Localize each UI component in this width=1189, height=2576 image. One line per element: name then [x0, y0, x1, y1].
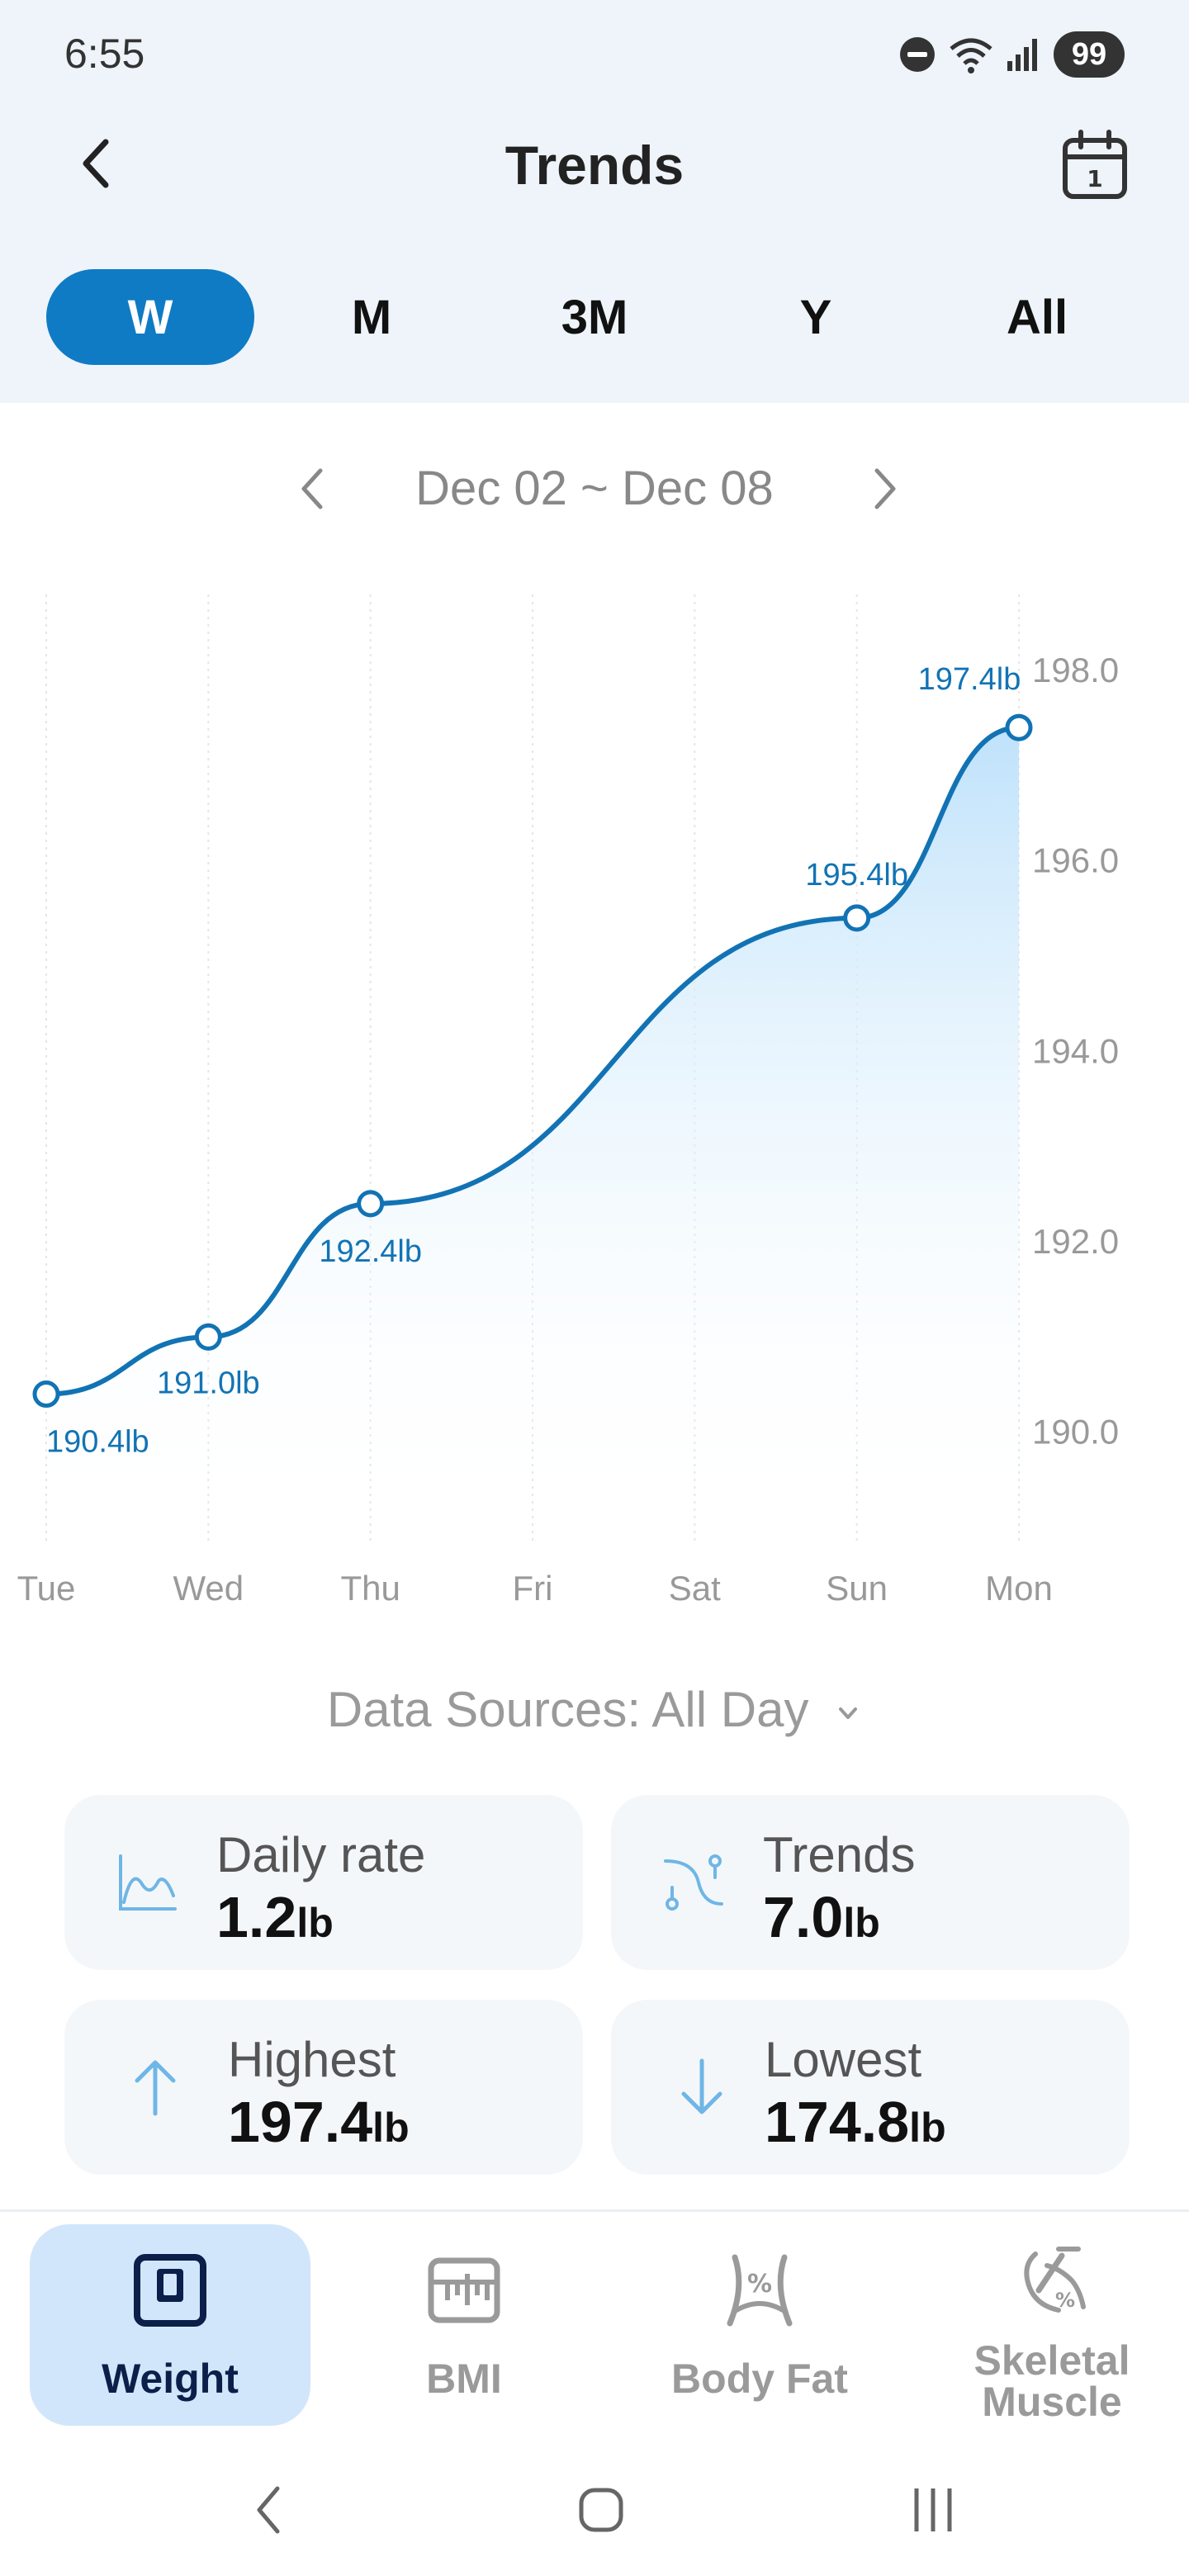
- status-bar: 6:55 99: [0, 0, 1189, 107]
- data-label-sun: 195.4lb: [805, 858, 908, 893]
- data-point-tue[interactable]: [32, 1380, 60, 1409]
- data-label-mon: 197.4lb: [918, 662, 1021, 697]
- highest-label: Highest: [228, 2032, 396, 2087]
- data-label-tue: 190.4lb: [46, 1425, 149, 1460]
- rate-chart-icon: [119, 1854, 177, 1911]
- x-tick-label-wed: Wed: [173, 1569, 244, 1608]
- y-tick-label: 190.0: [1032, 1413, 1119, 1451]
- page-title: Trends: [504, 135, 685, 196]
- x-tick-label-fri: Fri: [513, 1569, 553, 1608]
- trend-curve-icon: [664, 1854, 723, 1911]
- lowest-label: Lowest: [765, 2032, 922, 2087]
- data-sources-label: Data Sources: All Day: [326, 1682, 809, 1737]
- weight-trend-chart: 190.4lb 191.0lb 192.4lb 195.4lb 197.4lb 190.…: [0, 570, 1189, 1627]
- x-tick-label-mon: Mon: [985, 1569, 1053, 1608]
- next-week-button[interactable]: [850, 456, 917, 522]
- system-recents-button[interactable]: [892, 2469, 974, 2551]
- date-range-selector: Dec 02 ~ Dec 08: [0, 456, 1189, 522]
- daily-rate-card: Daily rate 1.2lb: [64, 1795, 583, 1970]
- tab-3-months[interactable]: 3M: [561, 290, 628, 344]
- nav-item-bmi[interactable]: BMI: [324, 2224, 604, 2426]
- dnd-icon: [900, 37, 935, 72]
- bottom-nav-divider: [0, 2209, 1189, 2212]
- nav-label-body-fat: Body Fat: [671, 2356, 848, 2402]
- muscle-icon: %: [1024, 2247, 1086, 2313]
- period-tabs: W M 3M Y All: [46, 269, 1141, 365]
- y-tick-label: 198.0: [1032, 651, 1119, 689]
- tab-year[interactable]: Y: [799, 290, 832, 344]
- tab-month[interactable]: M: [351, 290, 392, 344]
- highest-value: 197.4lb: [228, 2090, 410, 2154]
- x-tick-label-tue: Tue: [17, 1569, 76, 1608]
- calendar-button[interactable]: 1: [1054, 124, 1136, 206]
- back-button[interactable]: [66, 130, 132, 197]
- lowest-card: Lowest 174.8lb: [611, 2000, 1130, 2175]
- bottom-nav: Weight BMI % Body Fat % Skelet: [0, 2221, 1189, 2436]
- status-time: 6:55: [64, 31, 145, 77]
- x-tick-label-sun: Sun: [826, 1569, 888, 1608]
- trends-value: 7.0lb: [763, 1885, 880, 1949]
- tab-all[interactable]: All: [1006, 290, 1068, 344]
- data-point-mon[interactable]: [1005, 713, 1033, 741]
- highest-card: Highest 197.4lb: [64, 2000, 583, 2175]
- calendar-icon: 1: [1063, 130, 1127, 199]
- nav-item-body-fat[interactable]: % Body Fat: [619, 2224, 900, 2426]
- tab-week[interactable]: W: [46, 269, 254, 365]
- previous-week-button[interactable]: [281, 456, 347, 522]
- nav-item-skeletal-muscle[interactable]: % Skeletal Muscle: [912, 2224, 1189, 2426]
- trends-label: Trends: [763, 1827, 916, 1882]
- lowest-value: 174.8lb: [765, 2090, 946, 2154]
- y-tick-label: 194.0: [1032, 1031, 1119, 1070]
- nav-label-weight: Weight: [102, 2356, 239, 2402]
- chart-series-line: [45, 725, 1020, 1397]
- calendar-day: 1: [1087, 165, 1102, 192]
- wifi-icon: [950, 38, 992, 73]
- svg-text:%: %: [747, 2270, 772, 2299]
- system-home-button[interactable]: [560, 2469, 642, 2551]
- arrow-down-icon: [681, 2058, 722, 2114]
- data-point-thu[interactable]: [357, 1190, 385, 1218]
- chart-x-ticks: Tue Wed Thu Fri Sat Sun Mon: [17, 1569, 1053, 1608]
- y-tick-label: 192.0: [1032, 1222, 1119, 1261]
- chevron-down-icon: [839, 1707, 858, 1720]
- x-tick-label-thu: Thu: [340, 1569, 400, 1608]
- daily-rate-value: 1.2lb: [216, 1885, 334, 1949]
- system-navigation-bar: [0, 2469, 1189, 2551]
- body-fat-icon: %: [727, 2254, 793, 2327]
- date-range-label: Dec 02 ~ Dec 08: [415, 462, 774, 515]
- nav-item-weight[interactable]: Weight: [30, 2224, 310, 2426]
- daily-rate-label: Daily rate: [216, 1827, 426, 1882]
- header: Trends 1: [0, 107, 1189, 223]
- nav-label-bmi: BMI: [426, 2356, 502, 2402]
- data-sources-dropdown[interactable]: Data Sources: All Day: [0, 1681, 1189, 1738]
- trends-card: Trends 7.0lb: [611, 1795, 1130, 1970]
- data-label-thu: 192.4lb: [319, 1234, 422, 1269]
- bmi-icon: [428, 2257, 500, 2323]
- nav-label-skeletal-muscle: Skeletal Muscle: [973, 2337, 1130, 2425]
- system-back-button[interactable]: [230, 2469, 312, 2551]
- signal-icon: [1007, 39, 1037, 71]
- svg-text:%: %: [1055, 2289, 1075, 2312]
- chart-area-fill: [46, 727, 1019, 1536]
- chart-points: [32, 713, 1033, 1409]
- data-point-wed[interactable]: [194, 1323, 222, 1351]
- chart-y-ticks: 190.0 192.0 194.0 196.0 198.0: [1032, 651, 1119, 1451]
- x-tick-label-sat: Sat: [669, 1569, 721, 1608]
- battery-indicator: 99: [1054, 31, 1125, 78]
- data-label-wed: 191.0lb: [157, 1366, 260, 1400]
- status-icons: 99: [898, 30, 1125, 79]
- data-point-sun[interactable]: [843, 904, 871, 932]
- scale-icon: [134, 2254, 206, 2327]
- arrow-up-icon: [135, 2060, 176, 2116]
- y-tick-label: 196.0: [1032, 841, 1119, 880]
